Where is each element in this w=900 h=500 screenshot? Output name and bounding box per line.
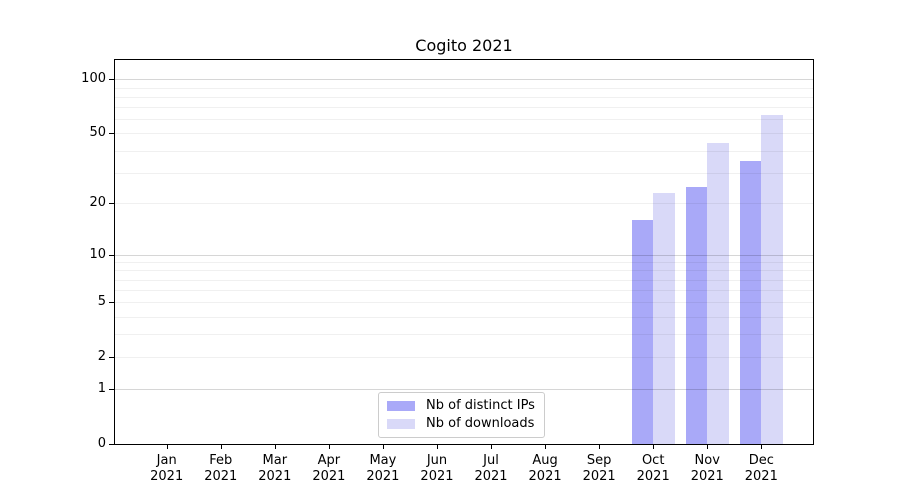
legend-label-distinct-ips: Nb of distinct IPs (426, 398, 535, 413)
y-tick-label-100: 100 (81, 71, 106, 87)
x-tick-label-apr: Apr 2021 (312, 453, 346, 484)
bar-downloads-dec (761, 115, 783, 444)
x-tick-mark-jun (436, 445, 438, 449)
x-tick-mark-feb (220, 445, 222, 449)
legend-swatch-downloads (387, 419, 415, 429)
y-tick-label-0: 0 (97, 436, 106, 451)
x-tick-mark-dec (761, 445, 763, 449)
x-tick-label-feb: Feb 2021 (204, 453, 238, 484)
plot-area (114, 59, 814, 445)
x-tick-mark-apr (328, 445, 330, 449)
chart-title: Cogito 2021 (415, 36, 513, 55)
x-tick-label-jan: Jan 2021 (150, 453, 184, 484)
legend-label-downloads: Nb of downloads (426, 416, 535, 431)
legend-swatch-distinct-ips (387, 401, 415, 411)
x-tick-mark-jul (491, 445, 493, 449)
y-tick-mark-1 (109, 389, 114, 391)
bar-distinct-ips-nov (685, 186, 708, 444)
gridline-y-50 (115, 133, 813, 135)
y-tick-mark-100 (109, 79, 114, 81)
y-tick-label-1: 1 (97, 381, 106, 397)
y-tick-label-50: 50 (89, 125, 106, 141)
x-tick-label-oct: Oct 2021 (636, 453, 670, 484)
y-tick-label-20: 20 (89, 195, 106, 211)
y-tick-mark-20 (109, 203, 114, 205)
bar-distinct-ips-dec (739, 160, 762, 444)
y-tick-mark-10 (109, 254, 114, 256)
y-tick-mark-50 (109, 133, 114, 135)
x-tick-mark-mar (274, 445, 276, 449)
gridline-y-100 (115, 79, 813, 81)
x-tick-mark-oct (653, 445, 655, 449)
x-tick-mark-nov (707, 445, 709, 449)
bar-distinct-ips-oct (631, 220, 654, 444)
gridline-y-90 (115, 87, 813, 89)
legend-item-downloads: Nb of downloads (387, 416, 535, 432)
x-tick-label-may: May 2021 (366, 453, 400, 484)
gridline-y-80 (115, 96, 813, 98)
y-tick-label-2: 2 (97, 349, 106, 365)
legend: Nb of distinct IPs Nb of downloads (378, 392, 545, 438)
bar-downloads-oct (653, 192, 675, 444)
x-tick-mark-aug (545, 445, 547, 449)
x-tick-label-aug: Aug 2021 (528, 453, 562, 484)
y-tick-label-5: 5 (97, 294, 106, 310)
bar-downloads-nov (707, 143, 729, 444)
x-tick-mark-sep (599, 445, 601, 449)
x-tick-label-jul: Jul 2021 (474, 453, 508, 484)
legend-item-distinct-ips: Nb of distinct IPs (387, 398, 535, 414)
x-tick-label-jun: Jun 2021 (420, 453, 454, 484)
gridline-y-60 (115, 119, 813, 121)
gridline-y-70 (115, 107, 813, 109)
x-tick-label-sep: Sep 2021 (582, 453, 616, 484)
y-tick-mark-0 (109, 444, 114, 445)
y-tick-mark-5 (109, 302, 114, 304)
x-tick-label-dec: Dec 2021 (744, 453, 778, 484)
y-tick-mark-2 (109, 357, 114, 359)
x-tick-mark-may (382, 445, 384, 449)
x-tick-label-mar: Mar 2021 (258, 453, 292, 484)
x-tick-mark-jan (166, 445, 168, 449)
y-tick-label-10: 10 (89, 246, 106, 262)
x-tick-label-nov: Nov 2021 (690, 453, 724, 484)
